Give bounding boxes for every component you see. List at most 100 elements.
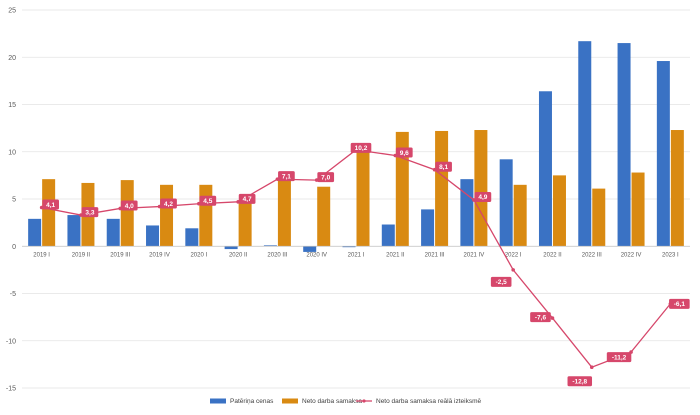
data-label-box — [606, 352, 632, 363]
bar-consumer-prices — [578, 41, 592, 247]
data-label: 4,9 — [478, 194, 487, 201]
bar-net-wage — [513, 184, 527, 247]
bar-net-wage — [160, 184, 174, 247]
data-label-box — [350, 142, 372, 153]
bar-consumer-prices — [67, 215, 81, 247]
x-tick-label: 2020 IV — [306, 252, 327, 258]
x-tick-label: 2023 I — [662, 252, 679, 258]
data-label: -6,1 — [674, 301, 686, 308]
data-label-box — [435, 161, 452, 172]
x-tick-label: 2019 I — [33, 252, 50, 258]
bar-net-wage — [631, 172, 645, 247]
bar-consumer-prices — [656, 61, 670, 247]
data-label: 4,5 — [203, 198, 212, 205]
data-label-box — [120, 200, 138, 211]
data-label-box — [199, 195, 217, 206]
bar-net-wage — [670, 130, 684, 247]
y-tick-label: -10 — [6, 338, 16, 345]
bar-net-wage — [395, 131, 409, 247]
data-label: 4,1 — [46, 202, 55, 209]
bar-consumer-prices — [185, 228, 199, 247]
legend-label: Neto darba samaksa reālā izteiksmē — [376, 398, 482, 405]
x-tick-label: 2020 III — [267, 252, 287, 258]
data-label: 4,7 — [243, 196, 252, 203]
bar-consumer-prices — [460, 179, 474, 247]
y-tick-label: 25 — [8, 8, 16, 15]
bar-net-wage — [199, 184, 213, 247]
bar-net-wage — [552, 175, 566, 247]
line-point — [589, 365, 594, 370]
x-tick-label: 2021 I — [348, 252, 365, 258]
bar-consumer-prices — [263, 245, 277, 247]
y-tick-label: -5 — [10, 291, 16, 298]
x-tick-label: 2019 IV — [149, 252, 170, 258]
line-real-net-wage — [41, 149, 671, 368]
data-label-box — [81, 207, 99, 218]
data-label: -11,2 — [612, 354, 627, 361]
bar-consumer-prices — [146, 225, 160, 247]
y-tick-label: -15 — [6, 386, 16, 393]
x-tick-label: 2019 III — [110, 252, 130, 258]
data-label: 10,2 — [355, 145, 368, 152]
legend-swatch-marker — [362, 399, 366, 403]
data-label: 4,2 — [164, 201, 173, 208]
data-label-box — [160, 198, 177, 209]
x-tick-label: 2019 II — [72, 252, 91, 258]
line-point — [511, 268, 515, 272]
line-point — [550, 316, 555, 320]
bar-net-wage — [435, 130, 449, 247]
legend-label: Patēriņa cenas — [230, 398, 274, 405]
data-label-box — [474, 191, 492, 202]
x-tick-label: 2020 I — [190, 252, 207, 258]
bar-net-wage — [238, 201, 252, 247]
legend-swatch — [282, 398, 298, 404]
bar-consumer-prices — [381, 224, 395, 247]
x-tick-label: 2021 II — [386, 252, 405, 258]
data-label: 7,0 — [321, 174, 330, 181]
bar-net-wage — [356, 149, 370, 247]
bar-net-wage — [42, 179, 56, 247]
x-tick-label: 2022 I — [505, 252, 522, 258]
data-label-box — [395, 147, 413, 158]
bar-consumer-prices — [421, 209, 435, 247]
data-label: -7,6 — [535, 314, 547, 321]
y-tick-label: 5 — [12, 197, 16, 204]
data-label-box — [238, 193, 256, 204]
x-tick-label: 2020 II — [229, 252, 248, 258]
y-tick-label: 0 — [12, 244, 16, 251]
x-tick-label: 2022 IV — [621, 252, 642, 258]
bar-net-wage — [317, 186, 331, 247]
bar-consumer-prices — [538, 91, 552, 247]
x-tick-label: 2022 II — [543, 252, 562, 258]
x-tick-label: 2021 III — [425, 252, 445, 258]
data-label: 4,0 — [125, 203, 134, 210]
y-tick-label: 20 — [8, 55, 16, 62]
x-tick-label: 2022 III — [582, 252, 602, 258]
data-label-box — [42, 199, 59, 210]
bar-net-wage — [474, 130, 488, 247]
bar-consumer-prices — [28, 218, 42, 247]
bar-consumer-prices — [224, 246, 238, 250]
x-tick-label: 2021 IV — [464, 252, 485, 258]
data-label-box — [278, 171, 295, 182]
data-label-box — [490, 276, 512, 287]
data-label-box — [567, 376, 593, 387]
bar-net-wage — [120, 180, 134, 247]
data-label: 7,1 — [282, 173, 291, 180]
data-label-box — [317, 172, 335, 183]
bar-net-wage — [277, 179, 291, 247]
bar-consumer-prices — [303, 246, 317, 252]
y-tick-label: 15 — [8, 102, 16, 109]
data-label-box — [530, 312, 551, 323]
data-label: -12,8 — [572, 379, 587, 386]
data-label: 3,3 — [85, 209, 94, 216]
y-tick-label: 10 — [8, 149, 16, 156]
legend-label: Neto darba samaksa — [302, 398, 362, 405]
bar-consumer-prices — [499, 159, 513, 247]
bar-consumer-prices — [342, 246, 356, 248]
data-label: -2,5 — [496, 279, 508, 286]
bar-net-wage — [592, 188, 606, 247]
data-label: 9,6 — [400, 150, 409, 157]
